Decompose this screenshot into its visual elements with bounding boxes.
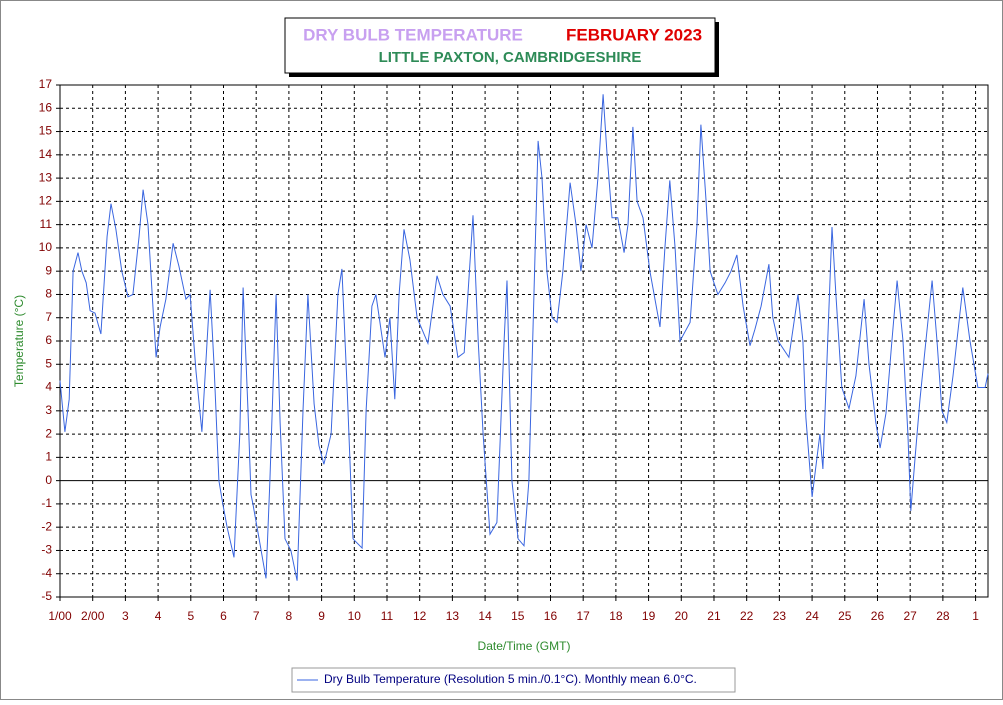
y-tick-label: -3 [41,543,52,557]
x-tick-label: 26 [871,609,885,623]
x-tick-label: 28 [936,609,950,623]
legend-label: Dry Bulb Temperature (Resolution 5 min./… [324,672,697,686]
y-tick-label: 1 [45,450,52,464]
x-tick-label: 7 [253,609,260,623]
y-tick-label: 13 [39,170,53,184]
x-tick-label: 22 [740,609,754,623]
title-box [284,17,716,74]
y-tick-label: 11 [40,217,53,231]
y-tick-label: -1 [41,496,52,510]
chart-title-date: FEBRUARY 2023 [566,25,702,44]
y-tick-label: 2 [45,426,52,440]
x-tick-label: 20 [675,609,689,623]
x-tick-label: 6 [220,609,227,623]
x-tick-label: 23 [773,609,787,623]
y-tick-label: 16 [39,100,53,114]
y-tick-label: 6 [45,333,52,347]
x-tick-label: 1/00 [48,609,72,623]
y-tick-label: 12 [39,194,53,208]
x-tick-label: 18 [609,609,623,623]
x-tick-label: 17 [577,609,591,623]
x-tick-label: 15 [511,609,525,623]
y-tick-label: 4 [45,380,52,394]
x-tick-label: 2/00 [81,609,105,623]
y-axis-label: Temperature (°C) [12,295,26,387]
x-tick-label: 5 [187,609,194,623]
y-tick-label: -2 [41,519,52,533]
y-tick-label: 0 [45,473,52,487]
y-tick-label: 7 [45,310,52,324]
temperature-line [59,94,989,581]
x-tick-label: 27 [903,609,917,623]
x-tick-label: 16 [544,609,558,623]
y-tick-label: 10 [39,240,53,254]
legend-box [291,667,736,693]
y-tick-label: -4 [41,566,52,580]
x-tick-label: 8 [286,609,293,623]
x-tick-label: 25 [838,609,852,623]
x-tick-label: 11 [381,609,394,623]
x-tick-label: 1 [972,609,979,623]
y-tick-label: 8 [45,287,52,301]
x-axis-label: Date/Time (GMT) [478,639,571,653]
x-tick-label: 4 [155,609,162,623]
y-tick-label: 3 [45,403,52,417]
x-tick-label: 24 [805,609,819,623]
x-tick-label: 10 [348,609,362,623]
x-tick-label: 14 [478,609,492,623]
y-tick-label: 9 [45,263,52,277]
x-tick-label: 12 [413,609,427,623]
chart-subtitle: LITTLE PAXTON, CAMBRIDGESHIRE [379,49,642,66]
chart-title: DRY BULB TEMPERATURE [303,25,523,44]
y-tick-label: 15 [39,124,53,138]
x-tick-label: 13 [446,609,460,623]
x-tick-label: 19 [642,609,656,623]
x-tick-label: 3 [122,609,129,623]
x-tick-label: 9 [318,609,325,623]
x-tick-label: 21 [707,609,721,623]
y-tick-label: 5 [45,356,52,370]
y-tick-label: 17 [39,77,53,91]
y-tick-label: 14 [39,147,53,161]
y-tick-label: -5 [41,589,52,603]
